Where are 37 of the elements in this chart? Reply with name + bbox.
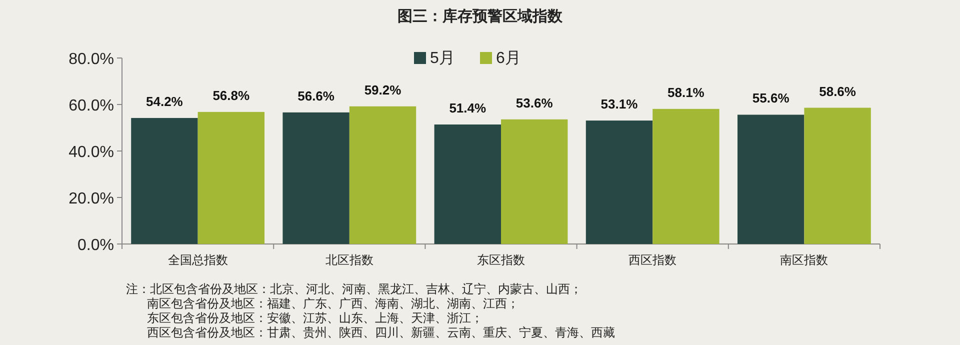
data-label: 54.2% xyxy=(146,94,184,109)
bar xyxy=(131,118,198,244)
data-label: 53.1% xyxy=(600,96,638,112)
bar xyxy=(282,112,350,244)
y-tick-label: 80.0% xyxy=(68,51,114,68)
text: 西区包含省份及地区：甘肃、贵州、陕西、四川、新疆、云南、重庆、宁夏、青海、西藏 xyxy=(147,326,615,340)
x-tick-label: 东区指数 xyxy=(477,253,525,267)
text: 南区包含省份及地区：福建、广东、广西、海南、湖北、湖南、江西； xyxy=(147,296,519,310)
text: 东区包含省份及地区：安徽、江苏、山东、上海、天津、浙江； xyxy=(147,311,483,325)
text: 注：北区包含省份及地区：北京、河北、河南、黑龙江、吉林、辽宁、内蒙古、山西； xyxy=(126,282,582,296)
data-label: 53.6% xyxy=(516,95,554,110)
data-label: 55.6% xyxy=(752,90,790,106)
bar xyxy=(804,108,871,244)
data-label: 51.4% xyxy=(449,100,487,116)
data-label: 58.1% xyxy=(668,84,705,100)
y-tick-label: 0.0% xyxy=(78,237,114,254)
x-tick-label: 南区指数 xyxy=(780,253,828,267)
bar xyxy=(501,119,568,244)
data-label: 56.8% xyxy=(212,88,250,103)
bar xyxy=(198,112,265,244)
y-tick-label: 60.0% xyxy=(68,98,114,114)
bar xyxy=(434,124,501,244)
bar xyxy=(737,114,804,244)
data-label: 59.2% xyxy=(364,82,402,98)
y-tick-label: 20.0% xyxy=(68,190,114,208)
x-tick-label: 全国总指数 xyxy=(168,253,228,267)
bar xyxy=(652,108,720,244)
x-tick-label: 西区指数 xyxy=(628,253,677,267)
y-tick-label: 40.0% xyxy=(68,144,114,161)
bar xyxy=(586,120,653,244)
data-label: 58.6% xyxy=(819,84,856,99)
legend-label: 5月 xyxy=(430,50,455,67)
bar xyxy=(349,106,416,244)
legend-label: 6月 xyxy=(496,50,521,67)
chart-title: 图三：库存预警区域指数 xyxy=(398,7,564,25)
x-tick-label: 北区指数 xyxy=(325,253,374,267)
data-label: 56.6% xyxy=(298,88,335,104)
